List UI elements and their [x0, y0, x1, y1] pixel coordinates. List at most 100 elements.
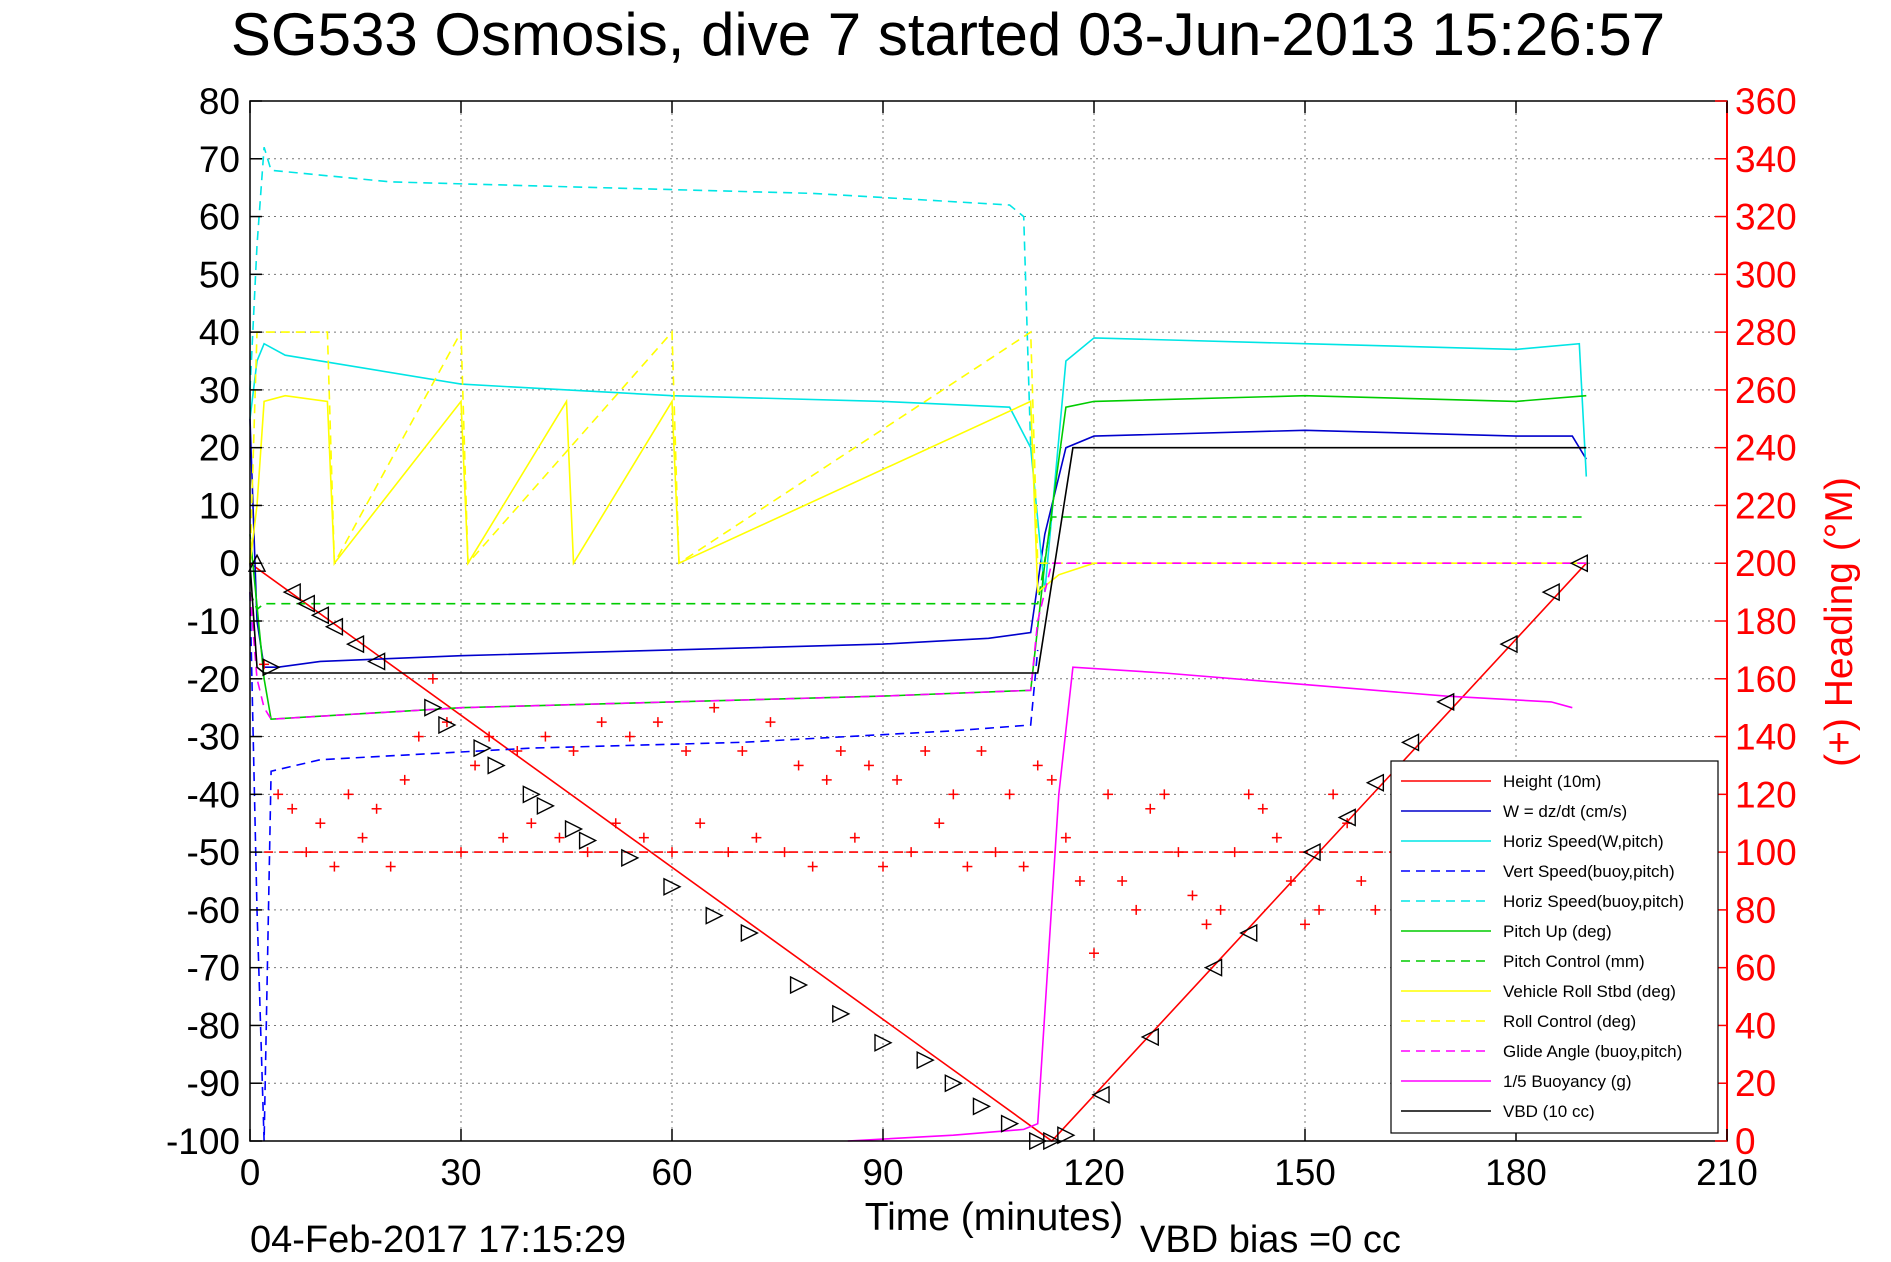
- y2-tick-label: 180: [1735, 601, 1797, 642]
- depth-marker: [621, 848, 640, 868]
- depth-marker: [1337, 808, 1356, 827]
- y-tick-label: 50: [199, 254, 240, 295]
- y2-tick-label: 80: [1735, 890, 1776, 931]
- heading-point: [1145, 803, 1156, 814]
- heading-point: [568, 746, 579, 756]
- heading-point: [1328, 789, 1339, 800]
- depth-marker: [740, 923, 759, 943]
- legend-entry: W = dz/dt (cm/s): [1503, 802, 1627, 821]
- heading-point: [1285, 876, 1296, 886]
- y2-tick-label: 60: [1735, 948, 1776, 989]
- depth-marker: [438, 715, 457, 735]
- depth-marker: [874, 1033, 893, 1052]
- heading-point: [990, 847, 1001, 858]
- depth-marker: [310, 606, 330, 625]
- y-tick-label: -90: [187, 1063, 240, 1104]
- heading-point: [554, 832, 565, 843]
- heading-point: [976, 746, 987, 756]
- heading-point: [821, 774, 832, 785]
- y2-tick-label: 20: [1735, 1063, 1776, 1104]
- heading-point: [1060, 832, 1071, 843]
- depth-marker: [944, 1074, 963, 1093]
- depth-marker: [424, 698, 443, 717]
- y2-tick-label: 360: [1735, 81, 1797, 122]
- y2-tick-label: 220: [1735, 485, 1797, 526]
- y2-tick-label: 280: [1735, 312, 1797, 353]
- heading-point: [1018, 861, 1029, 872]
- footer-vbd-bias: VBD bias =0 cc: [1140, 1219, 1401, 1261]
- y2-tick-label: 320: [1735, 197, 1797, 238]
- legend-entry: Vehicle Roll Stbd (deg): [1503, 982, 1676, 1001]
- x-tick-label: 120: [1063, 1152, 1125, 1193]
- y-tick-label: 70: [199, 139, 240, 180]
- heading-point: [638, 832, 649, 843]
- heading-point: [273, 789, 284, 800]
- x-tick-label: 0: [240, 1152, 261, 1193]
- heading-point: [1187, 890, 1198, 901]
- series-line-10: [847, 666, 1573, 1142]
- legend-entry: Glide Angle (buoy,pitch): [1503, 1042, 1682, 1061]
- heading-point: [610, 818, 621, 829]
- heading-point: [695, 818, 706, 829]
- heading-point: [737, 746, 748, 756]
- depth-marker: [1204, 958, 1223, 977]
- heading-point: [1089, 948, 1099, 959]
- depth-marker: [1140, 1027, 1159, 1047]
- heading-point: [920, 746, 931, 756]
- depth-marker: [578, 831, 598, 850]
- heading-point: [849, 832, 860, 843]
- heading-point: [906, 847, 917, 858]
- chart-title: SG533 Osmosis, dive 7 started 03-Jun-201…: [231, 1, 1665, 68]
- heading-point: [1356, 876, 1367, 886]
- heading-point: [681, 746, 692, 756]
- legend-entry: 1/5 Buoyancy (g): [1503, 1072, 1632, 1091]
- y-tick-label: 40: [199, 312, 240, 353]
- heading-point: [624, 731, 635, 742]
- depth-marker: [916, 1050, 935, 1070]
- tick-labels: 0 30 60 90 120 150 180 210-100-90-80-70-60-50-4…: [166, 81, 1797, 1193]
- heading-point: [1032, 760, 1043, 771]
- depth-marker: [536, 796, 555, 816]
- depth-marker: [473, 738, 492, 758]
- heading-point: [1243, 789, 1254, 800]
- y-tick-label: -10: [187, 601, 240, 642]
- y2-tick-label: 240: [1735, 428, 1797, 469]
- heading-point: [385, 861, 396, 872]
- depth-marker: [296, 594, 315, 613]
- depth-marker: [262, 658, 281, 677]
- heading-point: [807, 861, 818, 872]
- heading-point: [934, 818, 945, 829]
- heading-point: [1046, 774, 1057, 785]
- heading-point: [329, 861, 340, 872]
- y-tick-label: 20: [199, 428, 240, 469]
- heading-point: [315, 818, 326, 829]
- legend-entry: Horiz Speed(W,pitch): [1503, 832, 1664, 851]
- y-tick-label: -60: [187, 890, 240, 931]
- heading-point: [892, 774, 903, 785]
- heading-point: [1370, 904, 1381, 915]
- heading-point: [793, 760, 804, 771]
- x-tick-label: 180: [1485, 1152, 1547, 1193]
- heading-point: [498, 832, 509, 843]
- y-tick-label: 30: [199, 370, 240, 411]
- heading-point: [427, 673, 438, 684]
- y2-tick-label: 0: [1735, 1121, 1756, 1162]
- depth-marker: [1436, 692, 1455, 712]
- y2-tick-label: 200: [1735, 543, 1797, 584]
- heading-point: [512, 746, 523, 756]
- y2-tick-label: 120: [1735, 774, 1797, 815]
- heading-point: [835, 746, 846, 756]
- depth-marker: [522, 785, 541, 804]
- series-layer: [247, 146, 1589, 1151]
- x-tick-label: 210: [1696, 1152, 1758, 1193]
- depth-marker: [663, 877, 682, 896]
- heading-point: [1131, 904, 1142, 915]
- heading-point: [1173, 847, 1184, 858]
- heading-point: [287, 803, 298, 814]
- axes: [249, 100, 1728, 1142]
- depth-marker: [1091, 1085, 1110, 1104]
- depth-marker: [789, 975, 809, 995]
- heading-point: [667, 847, 677, 858]
- legend-entry: Pitch Control (mm): [1503, 952, 1645, 971]
